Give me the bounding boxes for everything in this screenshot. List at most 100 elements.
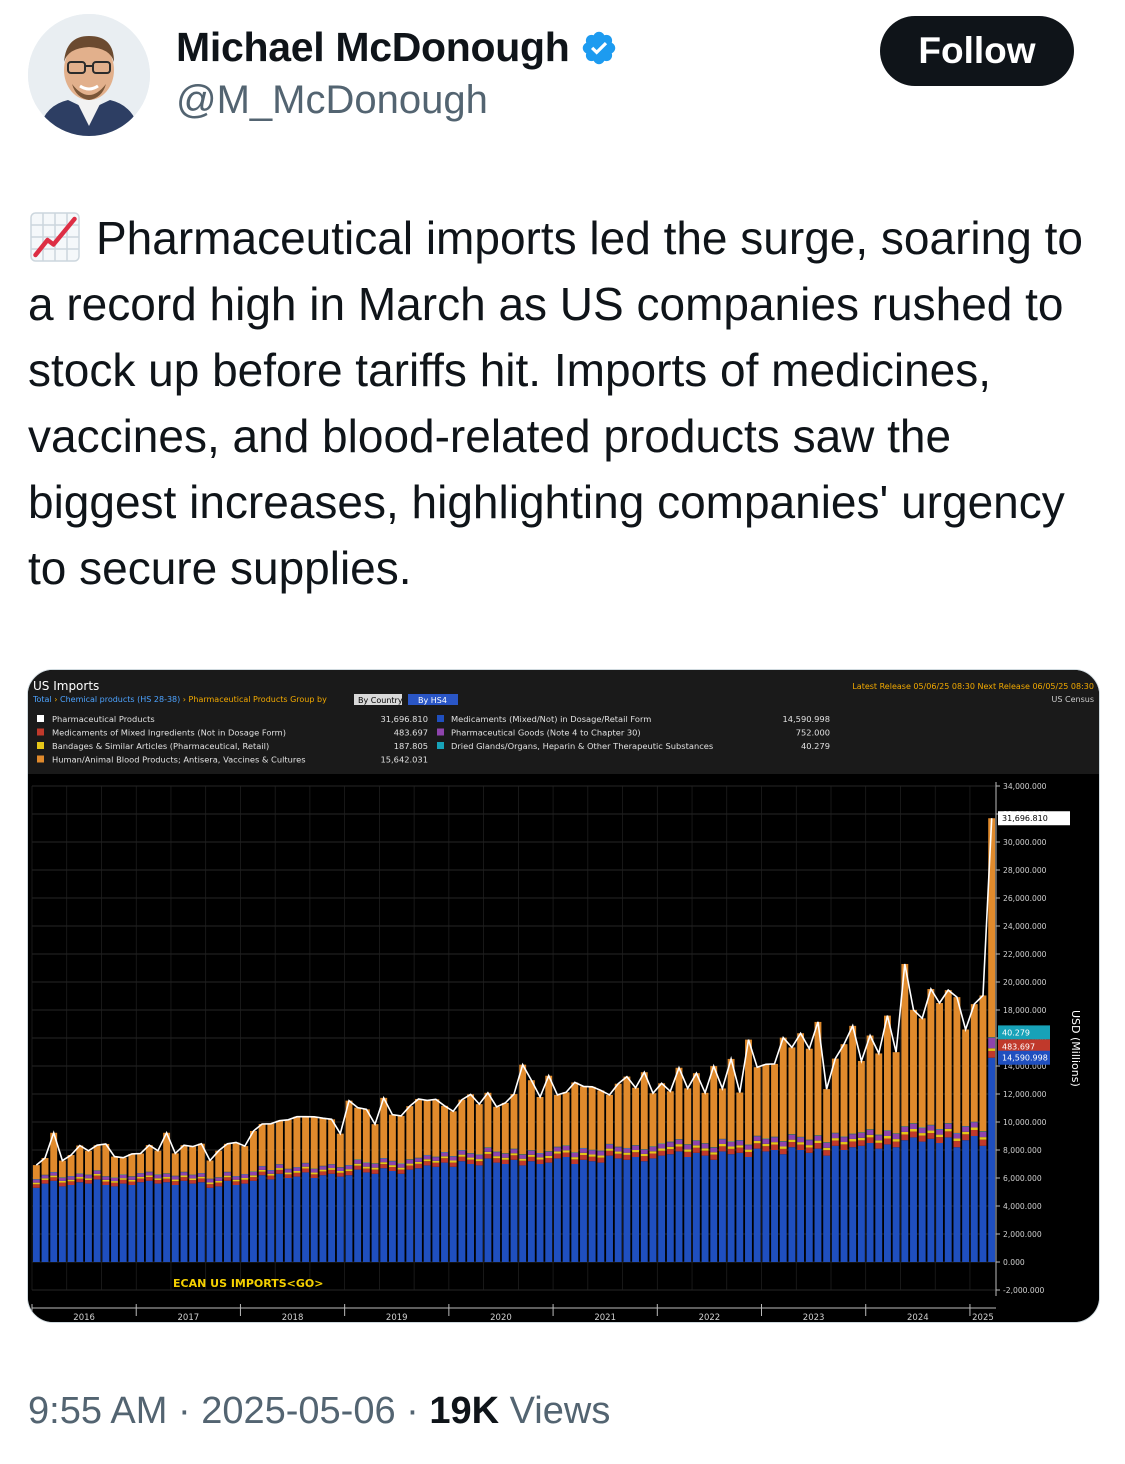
bar-segment xyxy=(302,1116,310,1163)
bar-segment xyxy=(206,1182,214,1185)
bar-segment xyxy=(718,1146,726,1152)
bar-segment xyxy=(310,1172,318,1175)
bar-segment xyxy=(362,1168,370,1173)
bar-segment xyxy=(831,1132,839,1134)
bar-segment xyxy=(467,1164,475,1262)
bar-segment xyxy=(988,1057,996,1262)
bar-segment xyxy=(805,1152,813,1262)
bar-segment xyxy=(319,1166,327,1170)
bar-segment xyxy=(632,1145,640,1150)
bar-segment xyxy=(258,1123,266,1166)
bar-segment xyxy=(962,1029,970,1127)
bar-segment xyxy=(41,1179,49,1184)
legend-value: 15,642.031 xyxy=(380,755,428,765)
y-tick-label: 30,000.000 xyxy=(1003,838,1047,847)
bar-segment xyxy=(927,1125,935,1131)
chart-breadcrumb[interactable]: Total › Chemical products (HS 28-38) › P… xyxy=(32,695,327,704)
bar-segment xyxy=(345,1171,353,1176)
bar-segment xyxy=(206,1184,214,1188)
bar-segment xyxy=(328,1173,336,1262)
bar-segment xyxy=(449,1166,457,1262)
bar-segment xyxy=(449,1162,457,1167)
bar-segment xyxy=(553,1147,561,1152)
bar-segment xyxy=(588,1156,596,1162)
bar-segment xyxy=(362,1163,370,1167)
bar-segment xyxy=(684,1151,692,1157)
follow-button[interactable]: Follow xyxy=(880,16,1074,86)
bar-segment xyxy=(302,1166,310,1169)
chart-image[interactable]: US Imports Total › Chemical products (HS… xyxy=(27,669,1100,1323)
bar-segment xyxy=(797,1033,805,1137)
tweet-time[interactable]: 9:55 AM xyxy=(28,1390,168,1432)
bar-segment xyxy=(727,1154,735,1262)
legend-value: 483.697 xyxy=(394,728,428,738)
bar-segment xyxy=(371,1163,379,1168)
bar-segment xyxy=(588,1161,596,1262)
bar-segment xyxy=(388,1167,396,1171)
bar-segment xyxy=(432,1099,440,1157)
bar-segment xyxy=(788,1134,796,1140)
bar-segment xyxy=(111,1182,118,1187)
bar-segment xyxy=(658,1148,666,1151)
bar-segment xyxy=(50,1180,58,1262)
bar-segment xyxy=(580,1155,587,1160)
bar-segment xyxy=(510,1094,518,1149)
author-handle[interactable]: @M_McDonough xyxy=(176,78,488,122)
bar-segment xyxy=(223,1177,231,1181)
bar-segment xyxy=(944,1123,952,1124)
tweet-date[interactable]: 2025-05-06 xyxy=(201,1390,396,1432)
bar-segment xyxy=(588,1150,596,1155)
bar-segment xyxy=(189,1146,197,1175)
bar-segment xyxy=(640,1156,648,1162)
bar-segment xyxy=(250,1175,257,1178)
bar-segment xyxy=(866,1035,874,1130)
bar-segment xyxy=(866,1137,874,1143)
bar-segment xyxy=(415,1098,422,1158)
bar-segment xyxy=(675,1067,683,1140)
bar-segment xyxy=(458,1099,466,1151)
by-hs4-button[interactable] xyxy=(408,694,458,705)
bar-segment xyxy=(145,1172,153,1176)
bar-segment xyxy=(875,1140,883,1143)
bar-segment xyxy=(883,1130,891,1136)
legend-value: 187.805 xyxy=(394,741,428,751)
bar-segment xyxy=(606,1155,613,1262)
bar-segment xyxy=(597,1151,605,1156)
legend-swatch xyxy=(37,728,44,736)
bar-segment xyxy=(85,1183,92,1262)
bar-segment xyxy=(171,1153,179,1176)
bar-segment xyxy=(562,1150,570,1153)
bar-segment xyxy=(423,1155,431,1160)
bar-segment xyxy=(606,1144,613,1149)
bar-segment xyxy=(797,1150,805,1262)
bar-segment xyxy=(736,1147,744,1153)
author-name-row[interactable]: Michael McDonough xyxy=(176,24,618,71)
bar-segment xyxy=(371,1124,379,1164)
by-country-button[interactable] xyxy=(354,694,402,705)
bar-segment xyxy=(41,1183,49,1262)
bar-segment xyxy=(119,1179,127,1184)
bar-segment xyxy=(718,1139,726,1144)
bar-segment xyxy=(501,1159,509,1164)
x-tick-label: 2017 xyxy=(178,1313,200,1322)
bar-segment xyxy=(814,1135,822,1141)
bar-segment xyxy=(371,1167,379,1170)
legend-swatch xyxy=(37,715,44,722)
avatar[interactable] xyxy=(28,14,150,136)
bar-segment xyxy=(797,1137,805,1143)
bar-segment xyxy=(258,1175,266,1262)
bar-segment xyxy=(362,1166,370,1169)
bar-segment xyxy=(857,1060,865,1133)
legend-label: Bandages & Similar Articles (Pharmaceuti… xyxy=(52,741,269,751)
bar-segment xyxy=(163,1177,171,1179)
bar-segment xyxy=(241,1146,249,1175)
author-name[interactable]: Michael McDonough xyxy=(176,24,570,70)
y-tick-label: 18,000.000 xyxy=(1003,1006,1047,1015)
ecan-command[interactable]: ECAN US IMPORTS<GO> xyxy=(173,1277,324,1290)
bar-segment xyxy=(788,1142,796,1148)
bar-segment xyxy=(918,1018,926,1128)
bar-segment xyxy=(910,1009,917,1124)
tweet-body: Pharmaceutical imports led the surge, so… xyxy=(28,212,1083,594)
bar-segment xyxy=(128,1176,136,1180)
y-tick-label: 14,000.000 xyxy=(1003,1062,1047,1071)
